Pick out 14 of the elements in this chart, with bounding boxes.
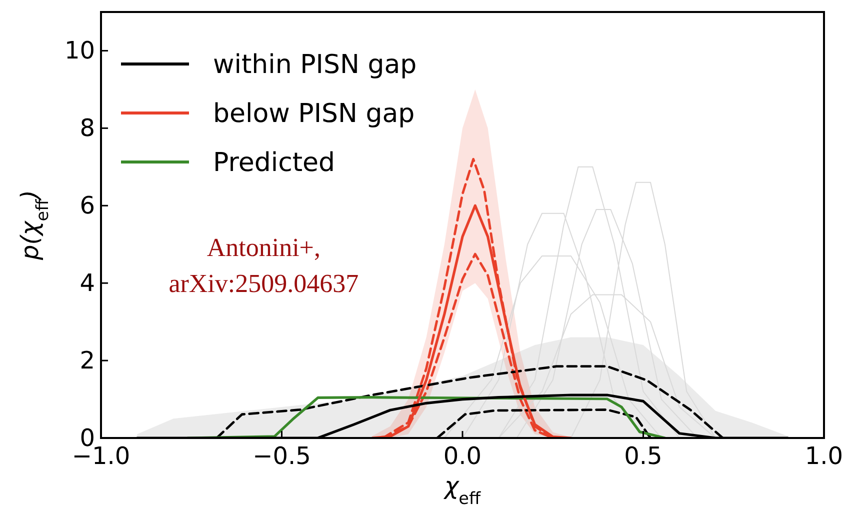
x-tick-label: 0.0 [443, 442, 482, 470]
x-tick-label: 0.5 [624, 442, 662, 470]
x-tick-label: −0.5 [252, 442, 311, 470]
x-axis-title: χ$_{eff}$ [442, 472, 481, 508]
y-tick-label: 10 [64, 36, 95, 65]
y-tick-label: 4 [80, 269, 95, 298]
annotation: Antonini+, arXiv:2509.04637 [168, 232, 359, 298]
y-tick-label: 6 [80, 192, 95, 220]
legend-label: Predicted [213, 148, 336, 178]
legend-label: below PISN gap [213, 99, 415, 129]
y-tick-label: 8 [80, 114, 95, 142]
y-tick-label: 2 [80, 346, 95, 375]
x-tick-label: 1.0 [804, 442, 844, 470]
legend-label: within PISN gap [213, 50, 417, 80]
